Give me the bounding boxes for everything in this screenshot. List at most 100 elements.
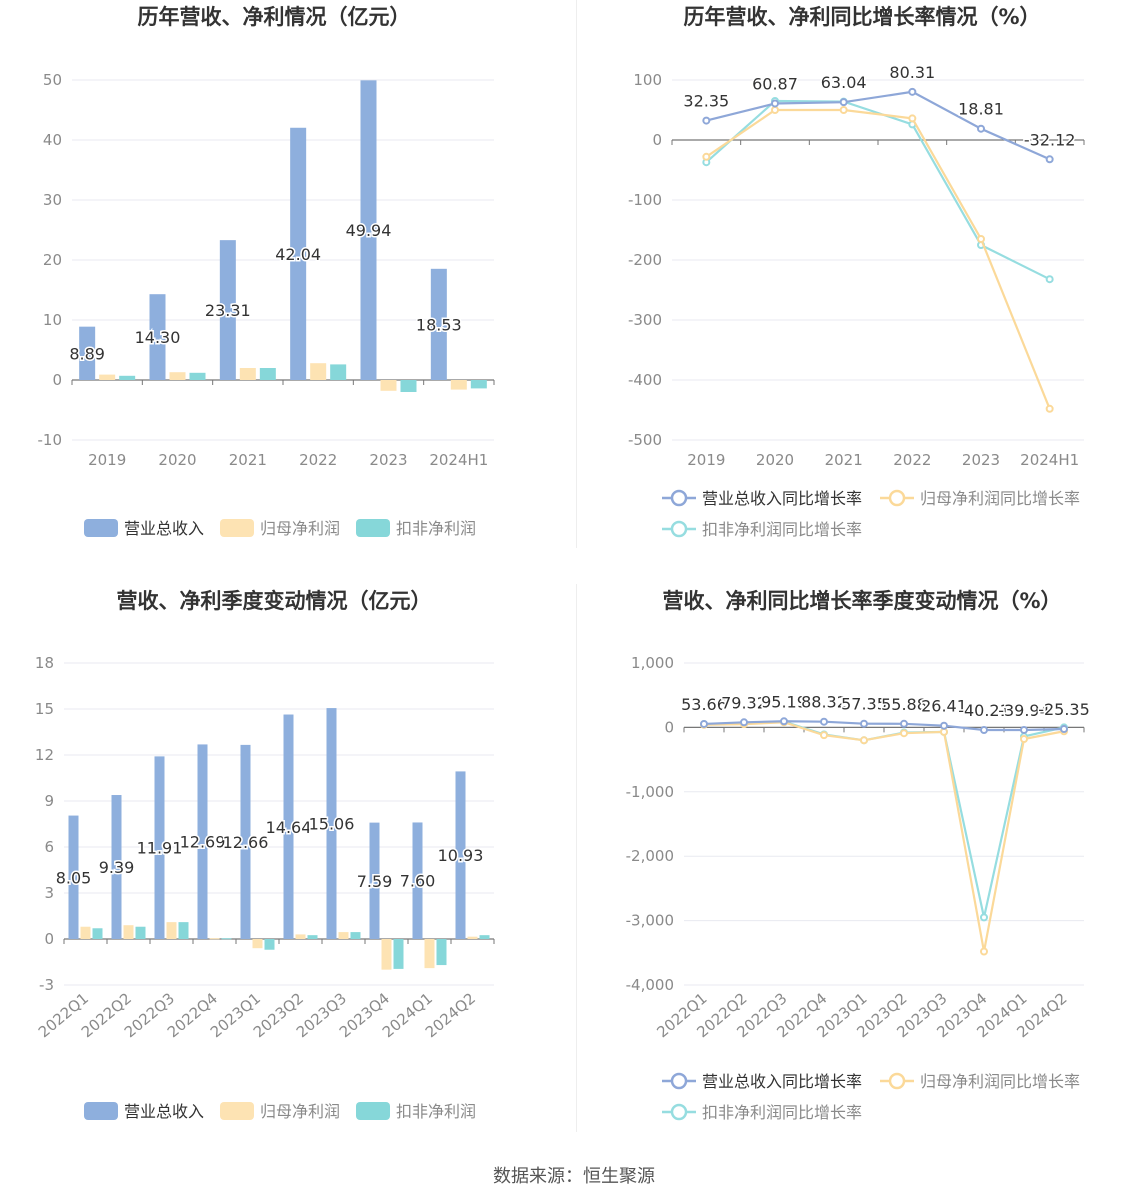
series-point: [900, 729, 908, 738]
series-point: [1020, 725, 1028, 734]
bar-revenue: [326, 708, 337, 939]
series-point: [908, 87, 917, 96]
bar-net-profit: [169, 372, 186, 380]
bar-value-label: 7.60: [400, 872, 436, 891]
bar-revenue: [412, 822, 423, 939]
series-line-net-profit-growth: [705, 108, 1051, 410]
series-point: [820, 731, 828, 740]
bar-net-profit: [310, 363, 327, 380]
legend-label: 归母净利润同比增长率: [920, 489, 1080, 508]
point-value-label: 57.35: [841, 695, 887, 714]
series-line-deducted-profit-growth: [703, 720, 1065, 918]
bar-revenue: [455, 771, 466, 939]
series-point: [977, 235, 985, 243]
annual-growth-rate-chart: 历年营收、净利同比增长率情况（%） -500 -400 -300 -200 -100 0 10…: [574, 0, 1148, 580]
bar-value-label: 11.91: [137, 839, 183, 858]
bar-value-label: 12.69: [180, 833, 226, 852]
bar-revenue: [430, 268, 447, 380]
series-point: [771, 106, 779, 114]
series-point: [900, 719, 908, 728]
bar-net-profit: [252, 939, 263, 949]
bar-net-profit: [80, 926, 91, 939]
bar-deducted-profit: [221, 938, 232, 940]
bar-deducted-profit: [92, 928, 103, 939]
point-value-label: 80.31: [889, 63, 935, 82]
series-point: [1020, 734, 1028, 743]
y-tick-label: -100: [628, 191, 662, 209]
series-line-revenue-growth: [703, 720, 1065, 732]
bar-value-label: 12.66: [223, 833, 269, 852]
legend-label: 营业总收入同比增长率: [702, 489, 862, 508]
point-value-label: -39.94: [998, 701, 1050, 720]
bar-revenue: [290, 127, 307, 380]
point-value-label: 79.32: [721, 693, 767, 712]
point-value-label: -40.21: [958, 701, 1010, 720]
series-point: [940, 721, 948, 730]
bar-net-profit: [99, 374, 116, 380]
bar-net-profit: [467, 936, 478, 939]
legend-marker: [670, 1103, 688, 1121]
point-value-label: 55.88: [881, 695, 927, 714]
bar-net-profit: [424, 939, 435, 969]
legend-label: 扣非净利润同比增长率: [702, 1103, 862, 1122]
y-tick-label: -3,000: [626, 912, 674, 930]
bar-deducted-profit: [479, 935, 490, 939]
y-tick-label: 0: [44, 930, 54, 948]
x-tick-label: 2019: [88, 451, 126, 469]
series-point: [1060, 725, 1068, 734]
legend-label: 扣非净利润: [396, 519, 476, 538]
bar-value-label: 49.94: [346, 221, 392, 240]
bar-net-profit: [338, 932, 349, 939]
bar-value-label: 10.93: [438, 846, 484, 865]
y-tick-label: 3: [44, 884, 54, 902]
y-tick-label: 30: [43, 191, 62, 209]
series-point: [700, 719, 708, 728]
legend-swatch: [220, 519, 254, 537]
y-tick-label: -200: [628, 251, 662, 269]
chart-title: 历年营收、净利同比增长率情况（%）: [683, 5, 1040, 29]
point-value-label: -32.12: [1024, 130, 1076, 149]
legend-marker: [670, 1072, 688, 1090]
x-tick-label: 2023: [369, 451, 407, 469]
bar-revenue: [68, 815, 79, 939]
bar-value-label: 8.05: [56, 868, 92, 887]
series-point: [771, 99, 779, 108]
y-tick-label: 50: [43, 71, 62, 89]
series-point: [980, 947, 988, 956]
point-value-label: 95.19: [761, 692, 807, 711]
series-point: [702, 116, 711, 125]
bar-value-label: 15.06: [309, 815, 355, 834]
y-tick-label: 40: [43, 131, 62, 149]
series-point: [1045, 404, 1054, 413]
bar-deducted-profit: [264, 939, 275, 950]
annual-revenue-profit-svg: 历年营收、净利情况（亿元） -10 0 10 20 30 40 50 2019 2020 2021 2…: [38, 5, 495, 538]
y-tick-label: -500: [628, 431, 662, 449]
bar-deducted-profit: [436, 939, 447, 966]
legend-label: 营业总收入同比增长率: [702, 1072, 862, 1091]
y-tick-label: 20: [43, 251, 62, 269]
series-point: [839, 98, 848, 107]
bar-deducted-profit: [135, 926, 146, 939]
legend-swatch: [220, 1102, 254, 1120]
y-tick-label: -3: [39, 976, 54, 994]
bar-revenue: [79, 326, 96, 380]
y-tick-label: -400: [628, 371, 662, 389]
x-tick-label: 2024H1: [1020, 451, 1079, 469]
bar-net-profit: [123, 925, 134, 939]
chart-title: 历年营收、净利情况（亿元）: [138, 5, 411, 29]
legend-label: 营业总收入: [124, 1102, 204, 1121]
bar-value-label: 14.64: [266, 818, 312, 837]
bar-deducted-profit: [350, 932, 361, 939]
bar-deducted-profit: [400, 380, 417, 392]
bar-deducted-profit: [119, 375, 136, 380]
point-value-label: 60.87: [752, 74, 798, 93]
legend-label: 扣非净利润: [396, 1102, 476, 1121]
legend-swatch: [84, 519, 118, 537]
bar-deducted-profit: [393, 939, 404, 969]
bar-value-label: 14.30: [135, 328, 181, 347]
bar-revenue: [283, 714, 294, 939]
legend-label: 扣非净利润同比增长率: [702, 520, 862, 539]
series-point: [1045, 155, 1054, 164]
bar-net-profit: [295, 934, 306, 939]
bar-deducted-profit: [189, 372, 206, 380]
